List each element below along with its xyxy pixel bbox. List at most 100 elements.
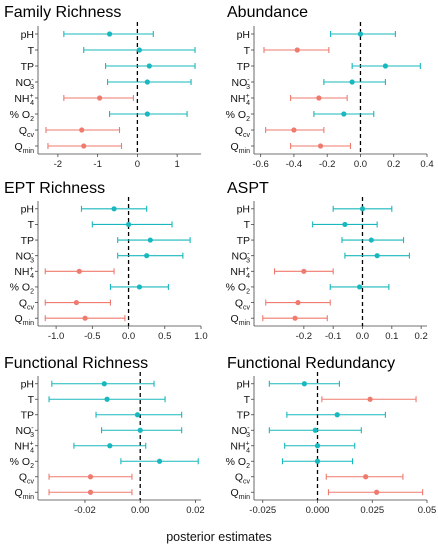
y-tick-label-subscript: 3 (246, 257, 250, 264)
y-tick-label: NH+ 4 (230, 266, 250, 280)
y-tick-label-text: NO (232, 425, 248, 437)
posterior-estimate-point (156, 458, 163, 464)
panel-2: EPT Richness-1.0 -0.5 0.0 0.5 1.0pHTTPNO-3NH… (4, 180, 208, 342)
x-tick-label: -0.2 (296, 331, 312, 342)
y-tick-label-text: TP (21, 410, 34, 422)
y-tick-label-text: T (244, 45, 251, 57)
y-tick-label: NO-3 (16, 250, 35, 264)
posterior-estimate-point (359, 206, 366, 212)
y-tick-label-subscript: cv (243, 304, 251, 311)
panel-title: ASPT (227, 180, 269, 197)
y-tick-label-superscript: + (30, 93, 34, 100)
posterior-estimate-point (295, 299, 301, 306)
y-tick-label-subscript: 4 (246, 100, 250, 107)
y-tick-label: Qcv (235, 472, 251, 486)
y-tick-label-text: NO (16, 250, 32, 262)
y-tick-label: NO-3 (16, 77, 35, 91)
posterior-estimate-point (312, 427, 318, 433)
y-tick-label: Qmin (15, 487, 35, 501)
y-tick-label-text: % O (226, 109, 246, 121)
y-tick-label: Qmin (15, 313, 35, 327)
y-tick-label-text: NH (230, 266, 245, 278)
posterior-estimate-point (374, 489, 380, 495)
y-tick-label-subscript: 2 (30, 116, 34, 123)
y-tick-label-superscript: + (30, 441, 34, 448)
x-tick-label: 0.0 (122, 331, 135, 342)
x-tick-label: -2 (54, 159, 62, 170)
y-tick-label-subscript: 3 (246, 432, 250, 439)
posterior-estimate-point (87, 489, 94, 495)
y-tick-label-subscript: 4 (30, 100, 34, 107)
y-tick-label-subscript: min (239, 148, 250, 155)
y-tick-label-text: pH (237, 204, 250, 216)
y-tick-label-subscript: 2 (30, 289, 34, 296)
y-tick-label-superscript: + (246, 441, 250, 448)
y-tick-label: Qmin (231, 313, 251, 327)
y-tick-label-text: % O (226, 456, 246, 468)
x-tick-label: 0.000 (306, 505, 330, 516)
y-tick-label: NH+ 4 (230, 441, 250, 455)
y-tick-label-text: NH (14, 93, 29, 105)
x-tick-label: 0.2 (415, 331, 428, 342)
posterior-estimate-point (125, 221, 132, 228)
y-tick-label-subscript: 2 (246, 463, 250, 470)
posterior-estimate-point (368, 237, 374, 243)
y-tick-label-superscript: - (247, 425, 250, 432)
y-tick-label: Qmin (15, 141, 35, 155)
y-tick-label: % O2 (10, 456, 34, 470)
posterior-estimate-point (136, 47, 142, 53)
y-tick-label-subscript: 4 (30, 448, 34, 455)
posterior-estimate-point (363, 474, 369, 480)
y-tick-label: T (28, 45, 35, 57)
y-tick-label-text: TP (21, 61, 34, 73)
y-tick-label: TP (237, 61, 250, 73)
y-tick-label: NO-3 (232, 250, 251, 264)
y-tick-label-subscript: cv (27, 479, 35, 486)
y-tick-label-subscript: 4 (30, 273, 34, 280)
posterior-estimate-point (82, 315, 88, 321)
y-tick-label: pH (21, 29, 34, 41)
y-tick-label: Qcv (19, 472, 35, 486)
panel-4: Functional Richness -0.02 0.00 0.02 pH T TP NO-… (4, 355, 205, 516)
x-tick-label: 0.4 (420, 159, 433, 170)
y-tick-label: TP (237, 235, 250, 247)
posterior-estimate-point (111, 206, 117, 212)
panel-5: Functional Redundancy -0.025 0.000 0.025 0.0… (226, 355, 437, 516)
y-tick-label-text: Q (19, 125, 27, 137)
panel-title: Functional Redundancy (227, 355, 395, 372)
y-tick-label-text: NO (16, 77, 32, 89)
posterior-estimate-point (87, 474, 94, 480)
y-tick-label-text: pH (21, 379, 34, 391)
y-tick-label: Qcv (235, 297, 251, 311)
y-tick-label-text: Q (15, 313, 23, 325)
x-tick-label: -0.2 (319, 159, 335, 170)
y-tick-label-text: NH (230, 93, 245, 105)
x-tick-label: -0.5 (84, 331, 100, 342)
posterior-estimate-point (101, 381, 107, 387)
posterior-estimate-point (382, 63, 389, 69)
y-tick-label-subscript: cv (243, 132, 251, 139)
posterior-estimate-point (317, 143, 324, 149)
y-tick-label-superscript: - (247, 77, 250, 84)
x-tick-label: -0.025 (249, 505, 276, 516)
posterior-estimate-point (374, 253, 380, 259)
x-tick-label: 0.02 (186, 505, 205, 516)
y-tick-label-text: Q (231, 141, 239, 153)
y-tick-label-text: TP (237, 61, 250, 73)
y-tick-label-subscript: min (23, 320, 34, 327)
y-tick-label-subscript: min (239, 320, 250, 327)
y-tick-label-text: NH (14, 266, 29, 278)
posterior-estimate-point (79, 127, 85, 133)
y-tick-label-text: pH (237, 29, 250, 41)
y-tick-label-subscript: min (239, 494, 250, 501)
y-tick-label: pH (237, 379, 250, 391)
x-tick-label: 0.2 (387, 159, 400, 170)
y-tick-label-text: % O (226, 282, 246, 294)
y-tick-label-subscript: cv (27, 304, 35, 311)
y-tick-label: TP (21, 410, 34, 422)
x-tick-label: 1 (174, 159, 179, 170)
y-tick-label-text: Q (235, 297, 243, 309)
posterior-estimate-point (134, 412, 141, 418)
y-tick-label-superscript: + (246, 266, 250, 273)
x-tick-label: 1.0 (194, 331, 207, 342)
